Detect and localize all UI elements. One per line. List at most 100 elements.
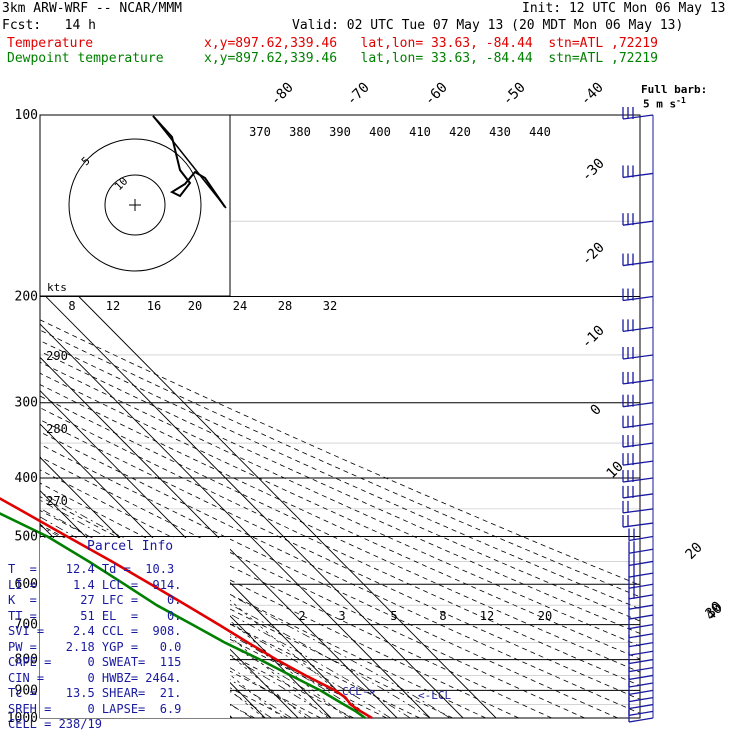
theta-label: 370 (249, 125, 271, 139)
dry-adiabat-line (40, 350, 640, 622)
hodograph-units: kts (47, 281, 67, 294)
dewpoint-legend-label: Dewpoint temperature (7, 51, 164, 66)
temperature-axis-label: -70 (344, 80, 373, 109)
valid-time: Valid: 02 UTC Tue 07 May 13 (20 MDT Mon … (292, 18, 684, 33)
pressure-tick-label: 500 (15, 529, 38, 544)
mixing-ratio-upper-label: 8 (68, 299, 75, 313)
isotherm-line (0, 115, 1, 718)
mixing-ratio-lower-label: 20 (538, 609, 552, 623)
mixing-ratio-upper-label: 28 (278, 299, 292, 313)
wind-barb (628, 614, 654, 620)
pressure-tick-label: 400 (15, 471, 38, 486)
barb-legend-line1: Full barb: (641, 83, 708, 96)
mixing-ratio-upper-label: 32 (323, 299, 337, 313)
dry-adiabat-line (40, 431, 640, 714)
mixing-ratio-lower-label: 5 (390, 609, 397, 623)
parcel-info-line: T = 12.4 Td = 10.3 (8, 562, 175, 576)
isotherm-line (40, 323, 431, 718)
wind-barb (628, 535, 654, 542)
dry-adiabat-line (40, 361, 640, 634)
dewpoint-profile-line (0, 512, 366, 720)
wind-barb (628, 689, 654, 696)
isotherm-line (40, 356, 398, 718)
dry-adiabat-line (40, 496, 486, 718)
mixing-ratio-upper-label: 24 (233, 299, 247, 313)
isotherm-line (40, 256, 497, 718)
wind-barbs (622, 107, 654, 723)
wind-barb (628, 560, 654, 567)
forecast-hour: Fcst: 14 h (2, 18, 96, 33)
theta-label: 390 (329, 125, 351, 139)
dry-adiabat-line (40, 384, 640, 660)
temperature-profile-line (0, 497, 373, 720)
hodograph-ring (104, 174, 166, 236)
dry-adiabat-line (40, 340, 640, 610)
hodograph-shear-line (152, 115, 227, 209)
mixing-ratio-upper-label: 20 (188, 299, 202, 313)
wind-barb (628, 548, 654, 554)
temperature-axis-label: -40 (578, 80, 607, 109)
temperature-axis-label: 20 (683, 540, 706, 563)
mixing-ratio-lower-label: 3 (338, 609, 345, 623)
wind-barb (628, 623, 654, 630)
lcl-marker: <-LCL (418, 689, 452, 702)
parcel-info-line: CELL = 238/19 (8, 717, 102, 731)
init-time: Init: 12 UTC Mon 06 May 13 (522, 1, 726, 16)
wind-barb (628, 594, 654, 600)
wind-barb (628, 666, 654, 673)
temperature-axis-label: -80 (268, 80, 297, 109)
chart-series (0, 497, 373, 720)
mixing-ratio-lower-label: 2 (298, 609, 305, 623)
parcel-info-line: CIN = 0 HWBZ= 2464. (8, 670, 182, 685)
parcel-info-line: Tc = 13.5 SHEAR= 21. (8, 686, 182, 700)
pressure-tick-label: 100 (15, 108, 38, 123)
wind-barb (628, 650, 654, 656)
dry-adiabat-line (40, 407, 640, 687)
wind-barb (628, 642, 654, 648)
wind-barb (628, 717, 654, 723)
parcel-info-line: PW = 2.18 YGP = 0.0 (8, 639, 182, 654)
mixing-ratio-lower-label: 8 (439, 609, 446, 623)
dry-adiabat-line (40, 456, 585, 718)
temperature-axis-label: -50 (500, 80, 529, 109)
pressure-tick-label: 600 (15, 577, 38, 592)
parcel-info-line: LI = 1.4 LCL = 914. (8, 577, 182, 592)
theta-label: 380 (289, 125, 311, 139)
isotherm-line (40, 290, 464, 718)
pressure-tick-label: 200 (15, 290, 38, 305)
temperature-axis-label: 40 (703, 601, 726, 624)
dry-adiabat-line (40, 319, 640, 586)
model-label: 3km ARW-WRF -- NCAR/MMM (2, 1, 183, 16)
wind-barb (628, 710, 654, 717)
wind-barb (628, 658, 654, 665)
temperature-legend-label: Temperature (7, 36, 94, 51)
dry-adiabat-line (40, 553, 354, 718)
wind-barb (628, 633, 654, 639)
plot-frame (39, 114, 641, 719)
wind-barb (628, 674, 654, 681)
dry-adiabat-line (40, 568, 321, 718)
theta-e-label: 280 (46, 422, 68, 436)
wind-barb (628, 696, 654, 703)
temperature-axis-label: -20 (579, 240, 608, 269)
wind-barb (628, 583, 654, 589)
dry-adiabat-line (40, 329, 640, 598)
parcel-info-line: TT = 51 EL = 0. (8, 608, 182, 623)
parcel-info-title: Parcel Info (87, 539, 174, 554)
parcel-info-line: CAPE = 0 SWEAT= 115 (8, 655, 182, 669)
hodograph-inset: 105 (39, 114, 231, 297)
parcel-info-line: K = 27 LFC = 0. (8, 593, 182, 607)
temperature-axis-label: -10 (579, 323, 608, 352)
wind-barb (628, 703, 654, 710)
mixing-ratio-upper-label: 16 (147, 299, 161, 313)
temperature-axis-label: -60 (422, 80, 451, 109)
wind-barb (628, 604, 654, 610)
theta-label: 400 (369, 125, 391, 139)
ccl-marker: CCL-> (342, 685, 376, 698)
pressure-tick-label: 700 (15, 618, 38, 633)
theta-label: 440 (529, 125, 551, 139)
parcel-info-line: SVI = 2.4 CCL = 908. (8, 624, 182, 638)
hodograph-ring (68, 138, 202, 272)
wind-barb (628, 572, 654, 578)
